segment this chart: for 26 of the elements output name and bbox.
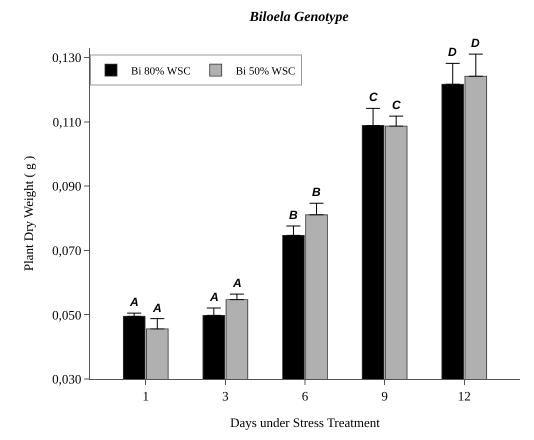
annotation: B: [312, 185, 321, 199]
annotation: B: [289, 208, 298, 222]
annotation: A: [209, 290, 219, 304]
annotation: A: [152, 301, 162, 315]
annotation: A: [129, 295, 139, 309]
y-tick-label: 0,070: [52, 243, 82, 258]
y-tick-label: 0,110: [52, 114, 82, 130]
annotation: C: [369, 90, 378, 104]
chart-title: Biloela Genotype: [248, 10, 349, 25]
x-axis-title: Days under Stress Treatment: [230, 415, 380, 430]
legend-label: Bi 80% WSC: [131, 65, 191, 78]
x-tick-label: 6: [302, 388, 309, 404]
x-tick-label: 12: [458, 388, 471, 404]
annotation: A: [232, 276, 242, 290]
y-tick-label: 0,050: [52, 307, 82, 322]
y-axis-title: Plant Dry Weight ( g ): [21, 156, 36, 272]
legend-label: Bi 50% WSC: [236, 65, 296, 78]
annotation: C: [392, 98, 401, 112]
x-tick-label: 1: [142, 388, 149, 404]
y-tick-label: 0,090: [52, 178, 82, 194]
x-tick-label: 3: [222, 388, 229, 404]
annotation: D: [448, 45, 457, 59]
y-tick-label: 0,130: [52, 50, 82, 66]
y-tick-label: 0,030: [52, 372, 82, 387]
x-tick-label: 9: [381, 388, 388, 404]
annotation: D: [471, 36, 480, 50]
